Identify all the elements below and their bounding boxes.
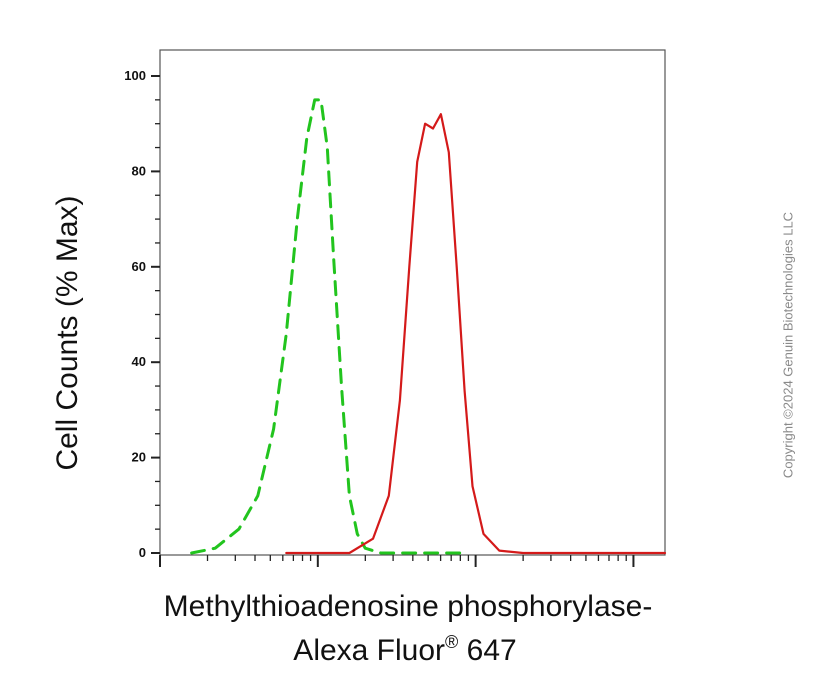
y-axis-label: Cell Counts (% Max) [51,195,84,471]
y-tick-label: 0 [139,545,146,560]
y-tick-label: 80 [132,163,146,178]
y-tick-label: 60 [132,259,146,274]
x-axis-label-line1: Methylthioadenosine phosphorylase- [163,590,653,623]
x-axis-label-line2: Alexa Fluor® 647 [293,632,516,668]
x-axis-label-prefix: Alexa Fluor [293,634,446,667]
y-tick-label: 20 [132,450,146,465]
y-tick-label: 40 [132,354,146,369]
registered-mark: ® [445,632,459,652]
copyright-watermark: Copyright ©2024 Genuin Biotechnologies L… [780,211,796,479]
y-tick-label: 100 [124,68,146,83]
series-line-control [190,98,462,555]
x-axis-label-suffix: 647 [458,634,517,667]
series-line-sample [285,113,667,555]
plot-frame [159,49,666,556]
